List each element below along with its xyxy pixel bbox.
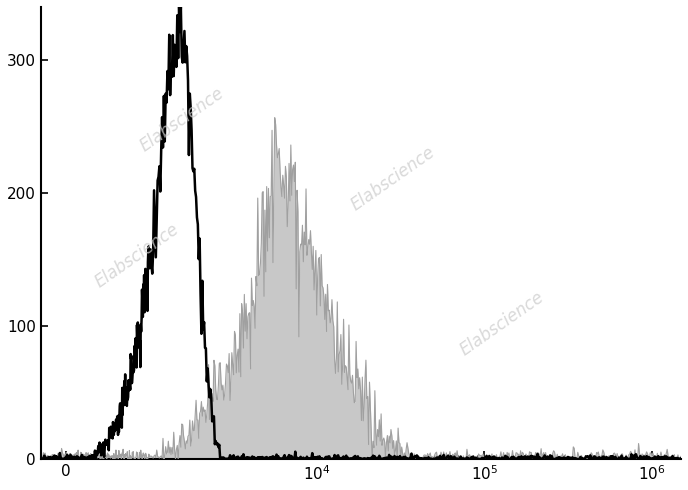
Text: Elabscience: Elabscience <box>347 144 438 215</box>
Text: Elabscience: Elabscience <box>92 220 182 292</box>
Text: Elabscience: Elabscience <box>456 288 547 359</box>
Text: Elabscience: Elabscience <box>136 84 227 156</box>
